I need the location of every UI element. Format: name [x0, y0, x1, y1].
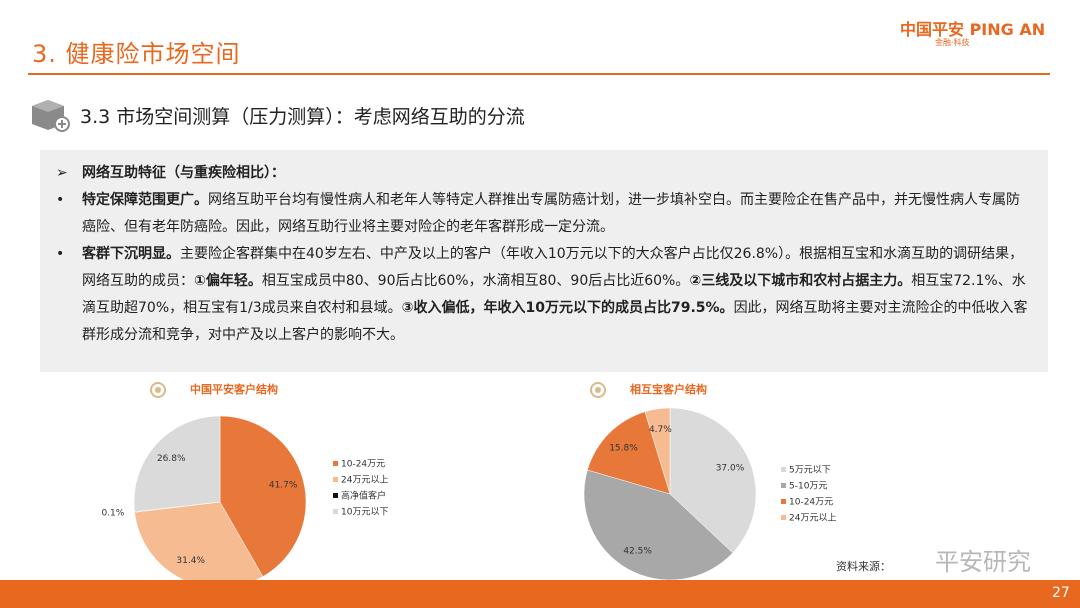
bullet-text: 相互宝成员中80、90后占比60%，水滴相互80、90后占比近60%。: [261, 273, 690, 289]
data-label: 31.4%: [176, 556, 205, 566]
data-label: 0.1%: [101, 509, 124, 519]
footer-bar: [0, 580, 1080, 608]
title-icon: [150, 382, 166, 398]
title-icon: [590, 382, 606, 398]
legend-label: 24万元以上: [789, 513, 836, 524]
legend-swatch: [781, 483, 786, 488]
legend-label: 5-10万元: [789, 482, 827, 492]
legend-swatch: [333, 477, 338, 482]
pie-slice: [133, 415, 221, 512]
legend-label: 5万元以下: [789, 466, 831, 476]
watermark: 平安研究: [935, 548, 1031, 576]
legend-swatch: [781, 499, 786, 504]
pie-slice: [583, 469, 734, 580]
legend-label: 24万元以上: [341, 475, 388, 486]
bullet: • 客群下沉明显。主要险企客群集中在40岁左右、中产及以上的客户（年收入10万元以…: [56, 246, 1028, 343]
bullet-text: 客群下沉明显。: [82, 246, 180, 262]
logo: 中国平安 PING AN: [900, 20, 1046, 39]
box-icon: [32, 100, 70, 132]
heading-text: 网络互助特征（与重疾险相比）：: [82, 165, 285, 181]
data-label: 41.7%: [269, 481, 298, 491]
bullet-text: ②三线及以下城市和农村占据主力。: [689, 273, 912, 289]
bullet-text: 因此，网络互助将主要对主流险企的中低收入客群形成分流和竞争，对中产及以上客户的影…: [82, 300, 1028, 343]
data-label: 4.7%: [649, 425, 672, 435]
data-label: 15.8%: [609, 444, 638, 454]
legend-swatch: [333, 509, 338, 514]
text-box: ➢ 网络互助特征（与重疾险相比）： • 特定保障范围更广。网络互助平台均有慢性病人和…: [40, 150, 1048, 372]
header-rule: [28, 73, 1050, 75]
chart-title: 中国平安客户结构: [190, 382, 278, 396]
logo-sub: 金融·科技: [935, 38, 970, 47]
pie-slice: [587, 411, 671, 495]
bullet-text: ③收入偏低，年收入10万元以下的成员占比79.5%。: [401, 300, 734, 316]
bullet-text: 特定保障范围更广。: [82, 192, 208, 208]
data-label: 42.5%: [623, 546, 652, 556]
legend-swatch: [333, 493, 338, 498]
data-label: 37.0%: [716, 464, 745, 474]
bullet: • 特定保障范围更广。网络互助平台均有慢性病人和老年人等特定人群推出专属防癌计划，…: [56, 192, 1020, 235]
box-heading: ➢ 网络互助特征（与重疾险相比）：: [56, 165, 285, 181]
section-subtitle: 3.3 市场空间测算（压力测算）：考虑网络互助的分流: [80, 106, 525, 128]
bullet-text: 相互宝72.1%、水滴互助超70%，相互宝有1/3成员来自农村和县域。: [82, 273, 1026, 316]
legend-swatch: [781, 467, 786, 472]
source: 资料来源：: [836, 560, 891, 573]
legend-swatch: [781, 515, 786, 520]
legend-label: 10-24万元: [789, 498, 833, 508]
bullet-text: 网络互助平台均有慢性病人和老年人等特定人群推出专属防癌计划，进一步填补空白。而主…: [82, 192, 1020, 235]
page-number: 27: [1052, 585, 1070, 601]
legend-label: 高净值客户: [341, 490, 386, 502]
slide-title: 3. 健康险市场空间: [32, 40, 241, 68]
pie-slice: [669, 407, 757, 554]
bullet-text: 主要险企客群集中在40岁左右、中产及以上的客户（年收入10万元以下的大众客户占比…: [82, 246, 1024, 289]
chart-title: 相互宝客户结构: [630, 382, 707, 396]
legend-label: 10万元以下: [341, 508, 388, 518]
pie-slice: [644, 407, 671, 495]
bullet-text: ①偏年轻。: [194, 273, 262, 289]
legend-label: 10-24万元: [341, 460, 385, 470]
legend-swatch: [333, 461, 338, 466]
pie-slice: [219, 415, 307, 577]
data-label: 26.8%: [157, 454, 186, 464]
title-icon-dot: [595, 387, 601, 393]
title-icon-dot: [155, 387, 161, 393]
charts: 中国平安客户结构 41.7% 10-24万元 31.4% 24万元以上 0.1% 高净值客户…: [101, 382, 836, 580]
pie-slice: [134, 501, 264, 580]
